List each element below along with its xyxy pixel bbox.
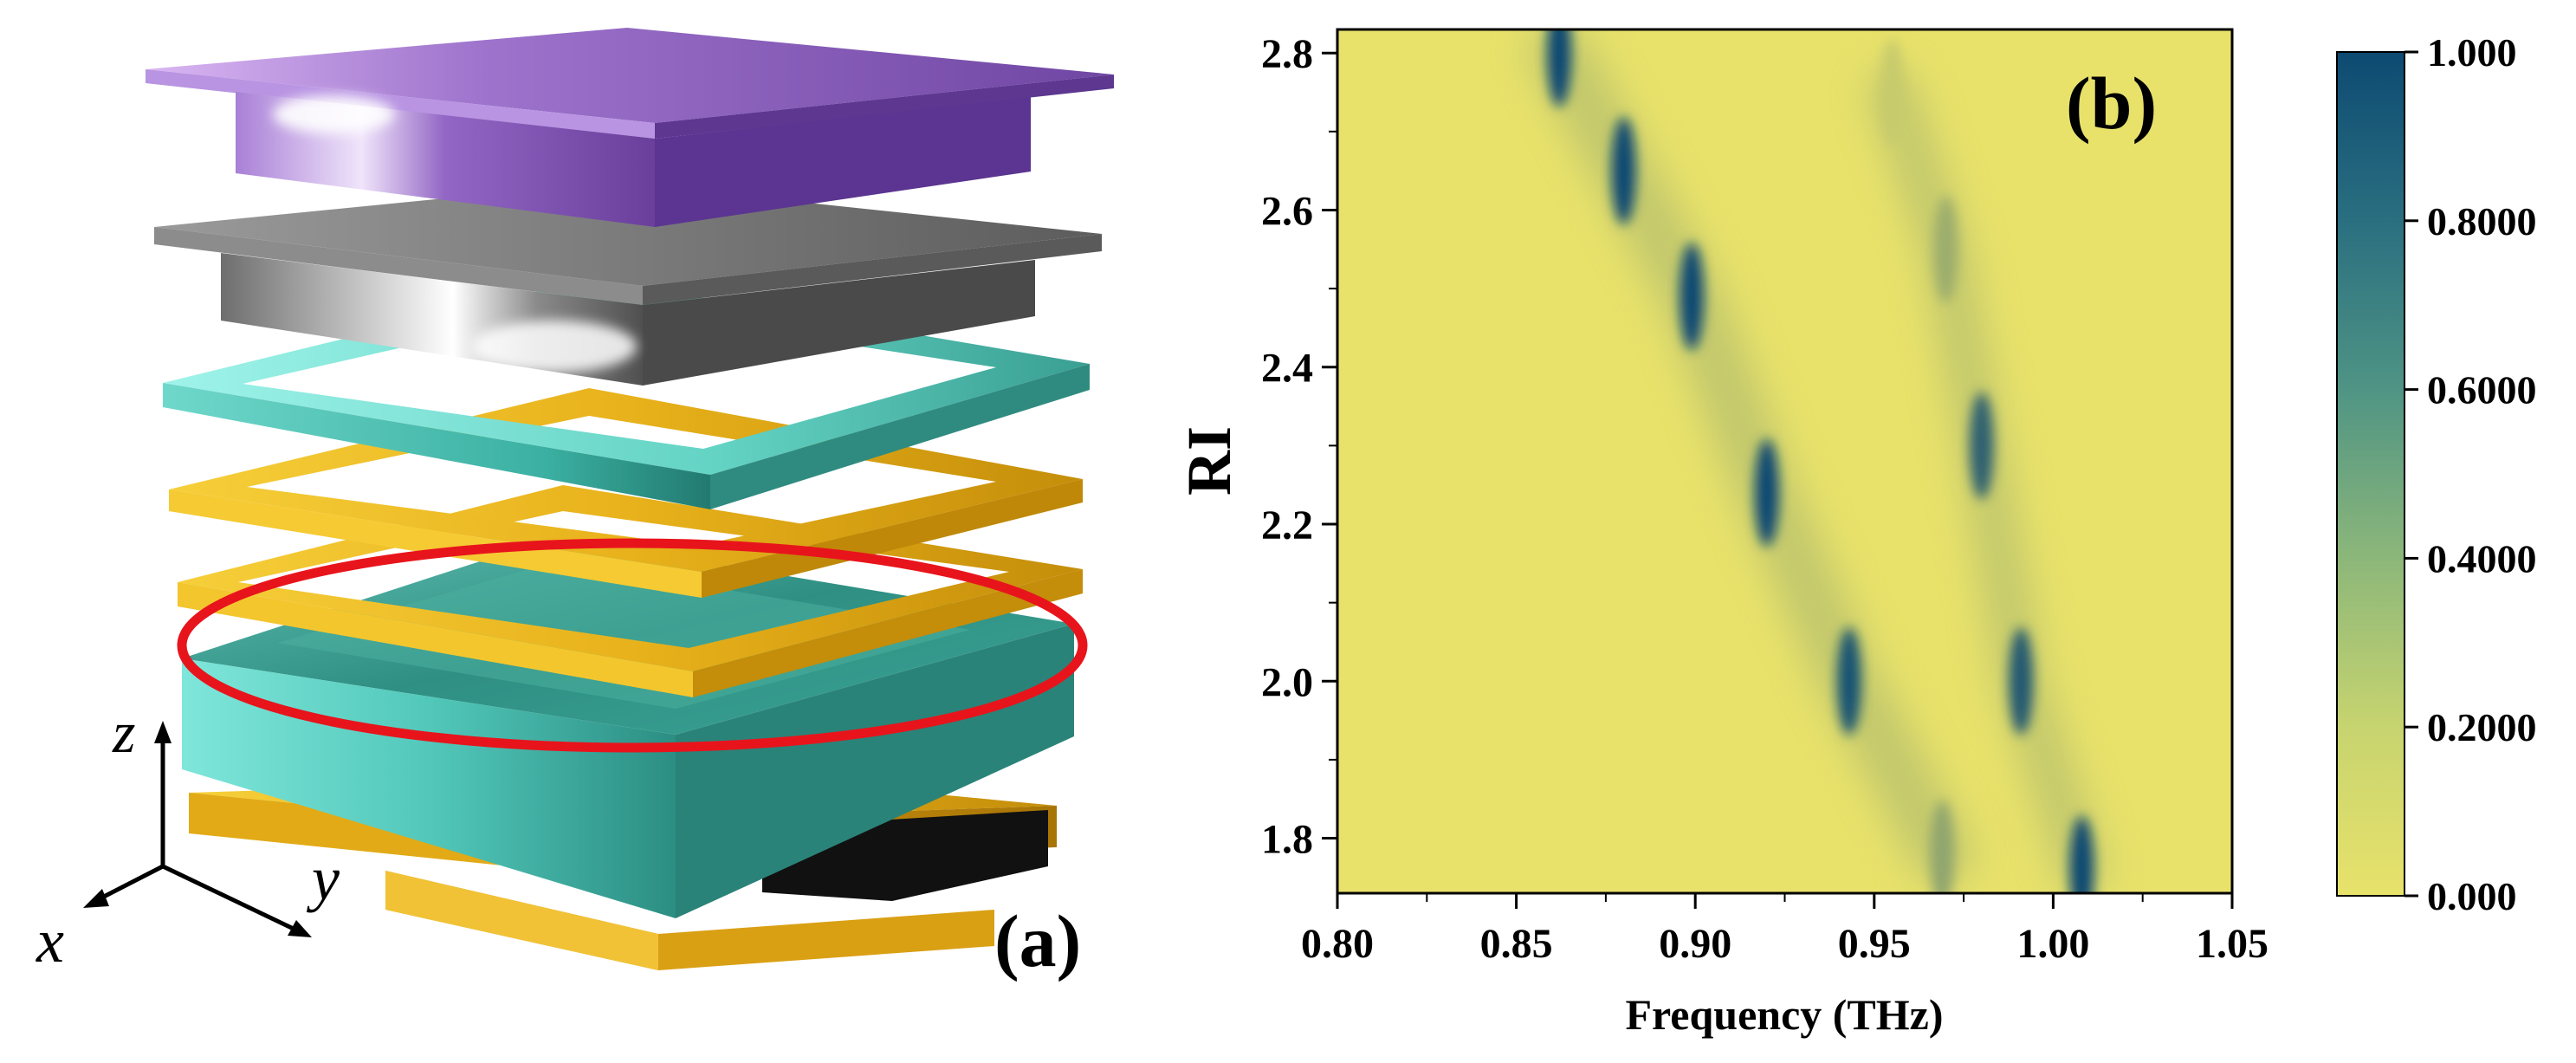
x-tick-label: 0.95 [1838,921,1911,967]
resonance-peak-2-1 [1880,38,1905,146]
x-axis-label: Frequency (THz) [1625,990,1943,1039]
colorbar-tick-label: 0.000 [2427,874,2517,918]
resonance-peak-2-4 [2009,627,2034,736]
teal-slab-layer [182,537,1074,918]
x-tick-label: 1.05 [2196,921,2269,967]
colorbar-tick-label: 0.8000 [2427,199,2537,243]
resonance-peak-1-2 [1611,117,1636,225]
x-tick-label: 0.90 [1659,921,1731,967]
x-axis-ticks: 0.80 0.85 0.90 0.95 1.00 1.05 [1301,893,2269,967]
y-axis-label: RI [1175,426,1244,496]
resonance-peak-1-4 [1754,438,1779,547]
resonance-peak-1-5 [1836,627,1861,736]
colorbar: 1.000 0.8000 0.6000 0.4000 0.2000 0.000 [2336,30,2537,918]
colorbar-tick-label: 0.4000 [2427,536,2537,580]
x-tick-label: 0.85 [1480,921,1553,967]
x-tick-label: 1.00 [2016,921,2089,967]
x-tick-label: 0.80 [1301,921,1374,967]
y-tick-label: 1.8 [1261,817,1313,863]
layer-stack-diagram [146,28,1114,970]
y-axis-ticks: 1.8 2.0 2.2 2.4 2.6 2.8 [1261,31,1337,863]
y-tick-label: 2.0 [1261,659,1313,705]
y-tick-label: 2.2 [1261,502,1313,548]
heatmap-resonances [1529,29,2106,893]
heatmap-chart: 0.80 0.85 0.90 0.95 1.00 1.05 1.8 2.0 2.2 2.4 2.6… [1175,28,2269,1039]
colorbar-tick-label: 0.2000 [2427,705,2537,749]
axis-label-z: z [112,699,135,765]
axis-label-y: y [306,844,340,913]
gold-ring-upper [169,388,1083,598]
y-tick-label: 2.4 [1261,346,1313,392]
purple-cover-layer [146,28,1114,227]
panel-b-label: (b) [2066,62,2157,145]
panel-a-label: (a) [994,899,1081,982]
resonance-peak-1-1 [1547,29,1572,107]
colorbar-gradient [2336,51,2405,897]
colorbar-tick-label: 0.6000 [2427,368,2537,412]
resonance-peak-2-3 [1969,392,1994,500]
axis-label-x: x [36,906,64,975]
y-tick-label: 2.8 [1261,31,1313,77]
colorbar-tick-label: 1.000 [2427,30,2517,75]
colorbar-ticks: 1.000 0.8000 0.6000 0.4000 0.2000 0.000 [2404,30,2537,918]
resonance-peak-2-5 [2069,815,2094,893]
gray-plate-layer [154,182,1102,386]
y-tick-label: 2.6 [1261,188,1313,234]
resonance-peak-1-3 [1680,243,1705,351]
resonance-peak-1-6 [1930,800,1955,893]
resonance-peak-2-2 [1933,195,1958,303]
highlight-ellipse [177,538,1088,753]
coordinate-axes [83,721,312,937]
